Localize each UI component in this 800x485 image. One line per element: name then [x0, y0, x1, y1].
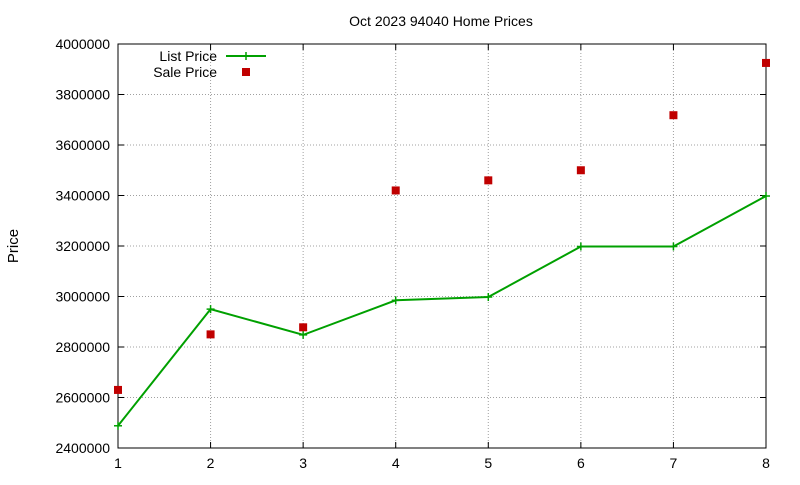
series-sale-price — [114, 58, 770, 394]
x-tick-label: 1 — [114, 455, 122, 471]
series-list-price — [114, 192, 770, 430]
x-tick-label: 4 — [392, 455, 400, 471]
x-tick-label: 7 — [670, 455, 678, 471]
x-tick-label: 2 — [207, 455, 215, 471]
x-tick-label: 8 — [762, 455, 770, 471]
y-tick-label: 3000000 — [55, 289, 110, 305]
list-price-point — [206, 305, 215, 314]
legend-label: List Price — [159, 48, 217, 64]
y-tick-label: 3800000 — [55, 87, 110, 103]
legend-square-marker — [242, 68, 250, 76]
grid-layer — [118, 44, 766, 448]
y-tick-label: 3600000 — [55, 137, 110, 153]
sale-price-point — [762, 58, 770, 67]
series-layer — [114, 58, 770, 430]
sale-price-point — [114, 385, 122, 394]
y-tick-label: 2600000 — [55, 390, 110, 406]
list-price-point — [484, 293, 493, 302]
legend-label: Sale Price — [153, 64, 217, 80]
sale-price-point — [669, 111, 678, 120]
list-price-point — [669, 242, 678, 251]
y-tick-label: 2400000 — [55, 440, 110, 456]
chart-title: Oct 2023 94040 Home Prices — [349, 13, 533, 29]
y-axis-label: Price — [5, 229, 22, 263]
y-tick-label: 2800000 — [55, 339, 110, 355]
list-price-point — [762, 192, 770, 201]
y-tick-label: 3200000 — [55, 238, 110, 254]
x-tick-label: 3 — [299, 455, 307, 471]
list-price-point — [391, 296, 400, 305]
sale-price-point — [206, 330, 215, 339]
x-tick-label: 5 — [484, 455, 492, 471]
sale-price-point — [484, 176, 493, 185]
sale-price-point — [391, 186, 400, 195]
legend-plus-marker — [242, 52, 250, 60]
y-tick-label: 4000000 — [55, 36, 110, 52]
series-line — [117, 195, 767, 427]
x-tick-label: 6 — [577, 455, 585, 471]
tick-label-layer: 1 2 3 4 5 6 7 8 2400000 2600000 2800000 3000000 3200… — [55, 36, 770, 471]
y-tick-label: 3400000 — [55, 188, 110, 204]
list-price-point — [114, 421, 122, 430]
list-price-point — [299, 330, 308, 339]
sale-price-point — [299, 323, 308, 332]
axes-layer — [117, 43, 767, 449]
sale-price-point — [576, 166, 585, 175]
list-price-point — [576, 242, 585, 251]
